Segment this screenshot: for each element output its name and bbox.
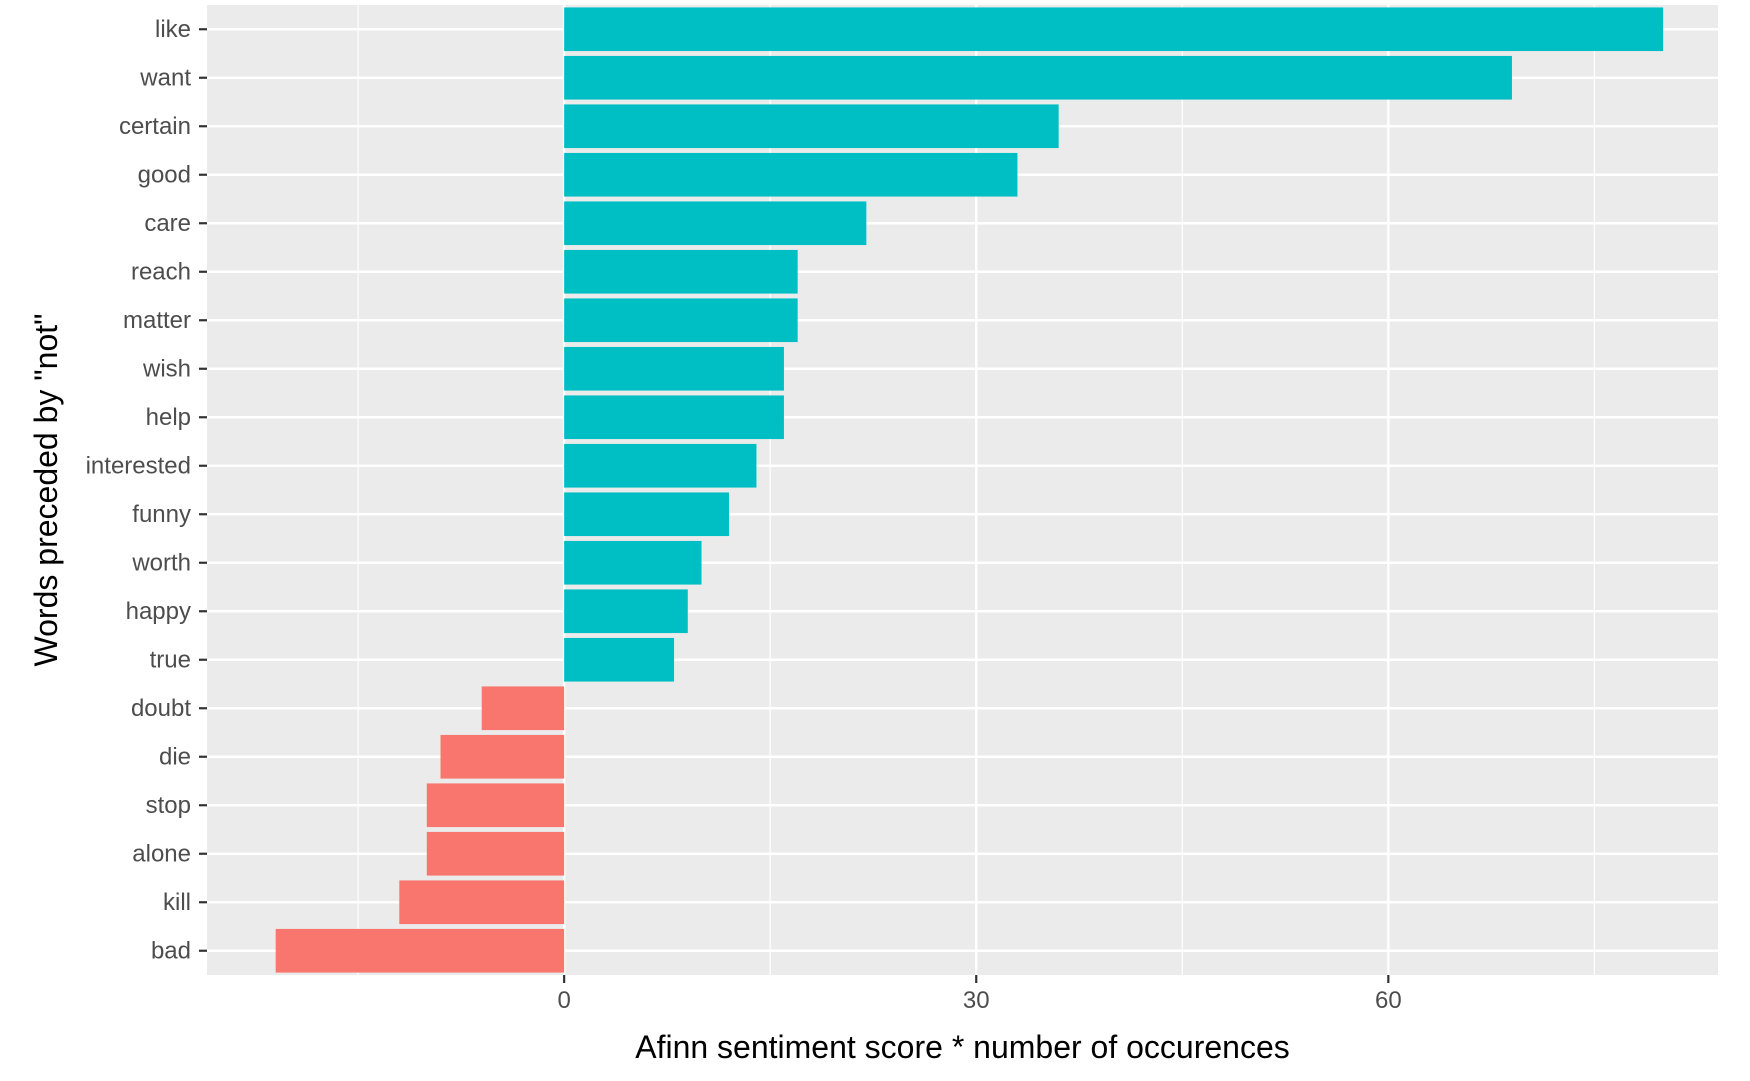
y-tick-label: kill: [163, 889, 191, 916]
bar-wish: [564, 346, 784, 391]
bar-help: [564, 395, 784, 440]
y-tick-label: happy: [126, 598, 191, 625]
y-tick-label: interested: [86, 452, 191, 479]
y-tick-label: doubt: [131, 695, 191, 722]
bar-die: [440, 734, 565, 779]
bar-happy: [564, 589, 688, 634]
y-tick-label: reach: [131, 258, 191, 285]
y-tick-label: bad: [151, 937, 191, 964]
y-tick-label: like: [155, 16, 191, 43]
bar-worth: [564, 540, 702, 585]
y-tick-label: alone: [132, 840, 191, 867]
bar-kill: [399, 880, 565, 925]
y-tick-label: good: [138, 161, 191, 188]
y-tick-label: die: [159, 743, 191, 770]
bar-alone: [426, 831, 565, 876]
x-tick-label: 0: [557, 987, 570, 1014]
bar-good: [564, 152, 1018, 197]
plot-panel: [207, 5, 1718, 975]
y-axis: like want certain good care reach matter wish he…: [86, 16, 207, 964]
x-axis: 0 30 60: [557, 975, 1402, 1014]
bar-certain: [564, 104, 1059, 149]
bar-care: [564, 201, 867, 246]
bar-doubt: [481, 686, 565, 731]
y-tick-label: funny: [132, 501, 191, 528]
y-tick-label: worth: [131, 549, 191, 576]
y-tick-label: true: [150, 646, 191, 673]
bar-want: [564, 55, 1512, 100]
bar-bad: [275, 928, 565, 973]
y-tick-label: certain: [119, 113, 191, 140]
bars: [275, 7, 1664, 973]
bar-matter: [564, 298, 798, 343]
y-axis-title: Words preceded by "not": [28, 314, 64, 667]
x-tick-label: 30: [963, 987, 990, 1014]
bar-funny: [564, 492, 729, 537]
y-tick-label: wish: [142, 355, 191, 382]
x-tick-label: 60: [1375, 987, 1402, 1014]
y-tick-label: care: [144, 210, 191, 237]
bar-interested: [564, 443, 757, 488]
y-tick-label: help: [146, 404, 191, 431]
bar-reach: [564, 249, 798, 294]
y-tick-label: matter: [123, 307, 191, 334]
x-axis-title: Afinn sentiment score * number of occure…: [635, 1029, 1290, 1065]
bar-true: [564, 637, 675, 682]
bar-stop: [426, 783, 565, 828]
y-tick-label: stop: [146, 792, 191, 819]
y-tick-label: want: [139, 64, 191, 91]
bar-like: [564, 7, 1664, 52]
